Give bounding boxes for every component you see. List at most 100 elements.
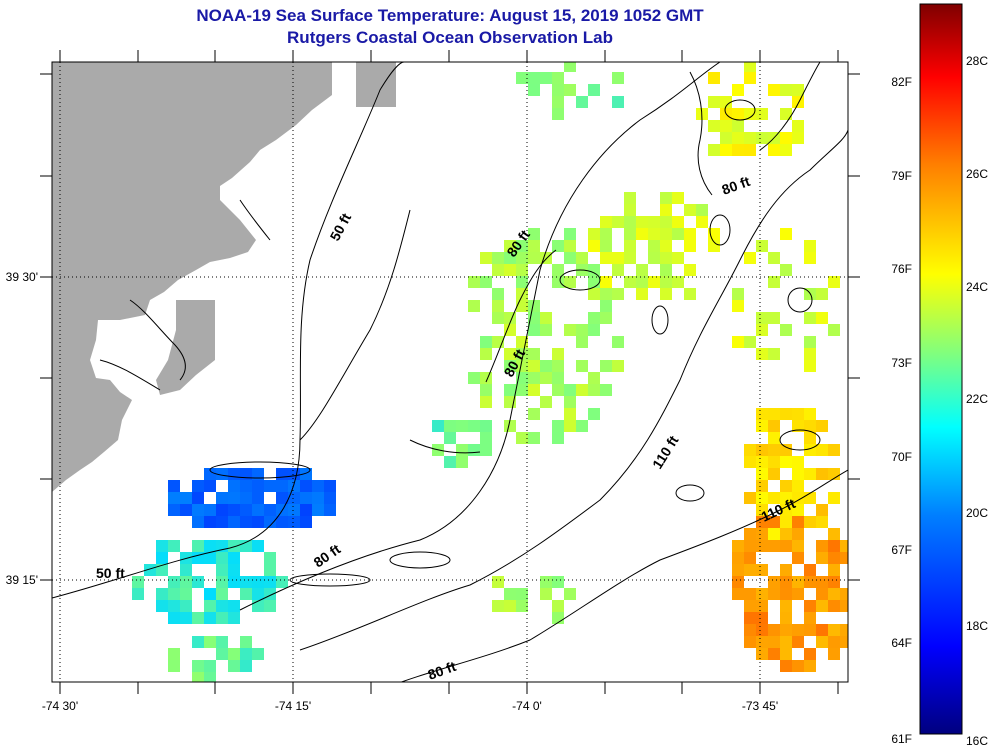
sst-pixel <box>516 252 528 264</box>
graticule <box>52 62 848 682</box>
lat-label: 39 15' <box>6 573 38 587</box>
sst-pixel <box>564 62 576 72</box>
colorbar-c-label: 16C <box>966 734 988 748</box>
sst-pixel <box>708 240 720 252</box>
sst-pixel <box>780 576 792 588</box>
sst-pixel <box>828 600 840 612</box>
sst-pixel <box>564 396 576 408</box>
sst-pixel <box>576 360 588 372</box>
sst-pixel <box>552 420 564 432</box>
sst-pixel <box>828 588 840 600</box>
sst-pixel <box>828 444 840 456</box>
sst-pixel <box>600 228 612 240</box>
sst-pixel <box>804 444 816 456</box>
sst-pixel <box>756 492 768 504</box>
sst-pixel <box>528 324 540 336</box>
sst-pixel <box>480 444 492 456</box>
sst-pixel <box>768 624 780 636</box>
sst-pixel <box>540 396 552 408</box>
sst-pixel <box>780 492 792 504</box>
sst-pixel <box>240 660 252 672</box>
sst-pixel <box>792 456 804 468</box>
sst-pixel <box>828 528 840 540</box>
sst-pixel <box>744 492 756 504</box>
sst-pixel <box>816 600 828 612</box>
sst-pixel <box>672 276 684 288</box>
sst-pixel <box>780 504 792 516</box>
map-title: NOAA-19 Sea Surface Temperature: August … <box>196 6 704 25</box>
sst-pixel <box>192 576 204 588</box>
sst-pixel <box>792 96 804 108</box>
sst-pixel <box>156 564 168 576</box>
lat-label: 39 30' <box>6 270 38 284</box>
sst-pixel <box>552 108 564 120</box>
colorbar-f-label: 82F <box>891 75 912 89</box>
sst-pixel <box>492 600 504 612</box>
sst-pixel <box>228 552 240 564</box>
sst-pixel <box>612 336 624 348</box>
sst-pixel <box>660 204 672 216</box>
sst-pixel <box>504 384 516 396</box>
sst-pixel <box>684 204 696 216</box>
sst-pixel <box>288 504 300 516</box>
sst-pixel <box>240 540 252 552</box>
sst-pixel <box>216 468 228 480</box>
sst-pixel <box>780 324 792 336</box>
sst-pixel <box>612 96 624 108</box>
sst-pixel <box>756 348 768 360</box>
sst-pixel <box>660 264 672 276</box>
sst-pixel <box>300 504 312 516</box>
sst-pixel <box>804 600 816 612</box>
sst-pixel <box>228 516 240 528</box>
sst-pixel <box>300 468 312 480</box>
sst-pixel <box>288 516 300 528</box>
sst-pixel <box>744 624 756 636</box>
sst-pixel <box>600 300 612 312</box>
sst-pixel <box>828 648 840 660</box>
sst-pixel <box>588 408 600 420</box>
sst-pixel <box>516 588 528 600</box>
sst-pixel <box>576 252 588 264</box>
contour-label: 50 ft <box>96 565 125 581</box>
sst-pixel <box>324 492 336 504</box>
sst-pixel <box>504 420 516 432</box>
sst-pixel <box>612 360 624 372</box>
sst-pixel <box>744 552 756 564</box>
sst-pixel <box>252 516 264 528</box>
sst-pixel <box>708 96 720 108</box>
sst-pixel <box>516 288 528 300</box>
sst-pixel <box>792 540 804 552</box>
sst-pixel <box>852 600 864 612</box>
sst-pixel <box>552 72 564 84</box>
sst-pixel <box>780 228 792 240</box>
sst-pixel <box>660 216 672 228</box>
sst-pixel <box>744 564 756 576</box>
sst-pixel <box>804 576 816 588</box>
sst-pixel <box>708 144 720 156</box>
sst-pixel <box>192 612 204 624</box>
contour-label: 50 ft <box>327 210 355 243</box>
sst-pixel <box>288 492 300 504</box>
colorbar-c-label: 24C <box>966 280 988 294</box>
sst-pixel <box>468 276 480 288</box>
sst-pixel <box>240 588 252 600</box>
sst-pixel <box>744 108 756 120</box>
sst-pixel <box>852 588 864 600</box>
sst-pixel <box>288 480 300 492</box>
sst-pixel <box>516 276 528 288</box>
sst-pixel <box>768 528 780 540</box>
sst-pixel <box>312 480 324 492</box>
sst-pixel <box>528 384 540 396</box>
sst-pixel <box>564 228 576 240</box>
sst-pixel <box>504 264 516 276</box>
sst-pixel <box>720 96 732 108</box>
sst-pixel <box>216 576 228 588</box>
sst-pixel <box>732 144 744 156</box>
sst-pixel <box>744 528 756 540</box>
sst-pixel <box>756 480 768 492</box>
sst-pixel <box>528 432 540 444</box>
sst-pixel <box>792 480 804 492</box>
sst-pixel <box>564 420 576 432</box>
sst-pixel <box>756 324 768 336</box>
